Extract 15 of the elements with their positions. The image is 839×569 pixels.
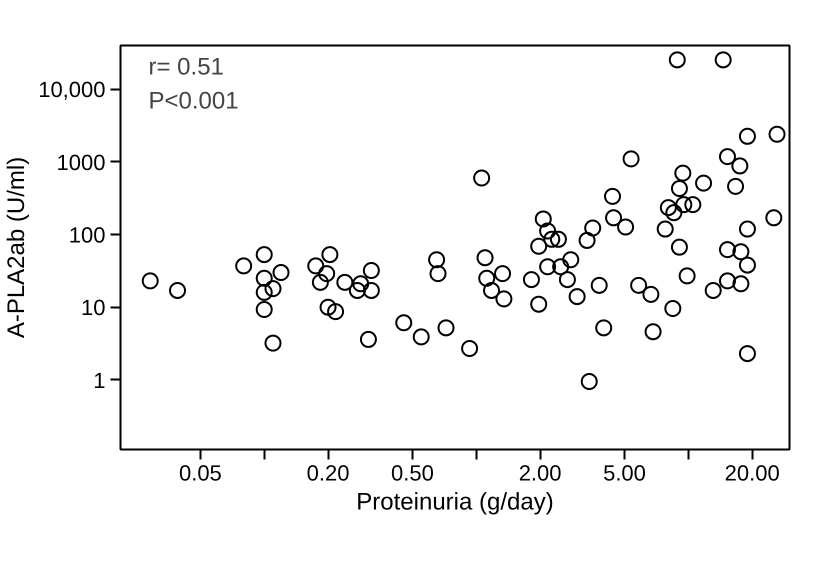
y-tick-label: 1000 (56, 150, 106, 175)
annotation: P<0.001 (148, 88, 239, 114)
x-tick-label: 2.00 (518, 460, 562, 486)
x-axis-title: Proteinuria (g/day) (356, 488, 554, 516)
x-tick-label: 0.20 (306, 460, 350, 486)
y-tick-label: 10,000 (38, 77, 106, 102)
y-tick-label: 10 (81, 295, 106, 320)
x-tick-label: 0.50 (391, 460, 434, 486)
y-tick-label: 1 (93, 368, 106, 393)
y-tick-label: 100 (68, 222, 106, 248)
annotation: r= 0.51 (148, 54, 224, 80)
x-tick-label: 20.00 (724, 460, 780, 486)
y-axis-title: A-PLA2ab (U/ml) (3, 156, 30, 338)
x-tick-label: 5.00 (603, 460, 646, 486)
x-tick-label: 0.05 (178, 460, 222, 486)
